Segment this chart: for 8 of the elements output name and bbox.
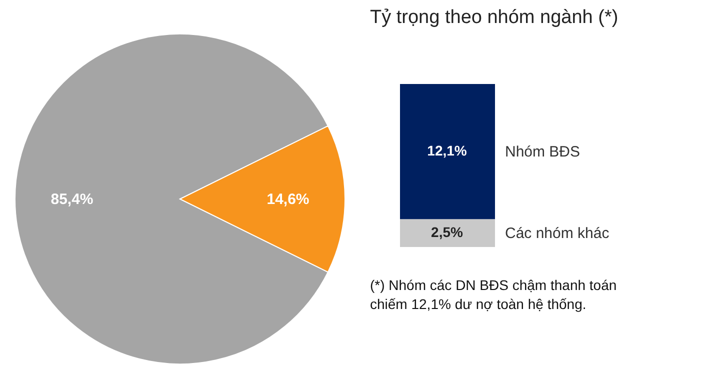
series-label: Nhóm BĐS: [505, 144, 580, 161]
data-label: 2,5%: [431, 224, 464, 240]
chart-title: Tỷ trọng theo nhóm ngành (*): [370, 7, 618, 28]
series-label: Các nhóm khác: [505, 225, 610, 242]
data-label: 14,6%: [266, 191, 310, 208]
data-label: 12,1%: [427, 142, 468, 159]
text: (*) Nhóm các DN BĐS chậm thanh toán chiếm 12,1% dư nợ toàn hệ thống.: [370, 277, 617, 312]
data-label: 85,4%: [50, 191, 94, 208]
